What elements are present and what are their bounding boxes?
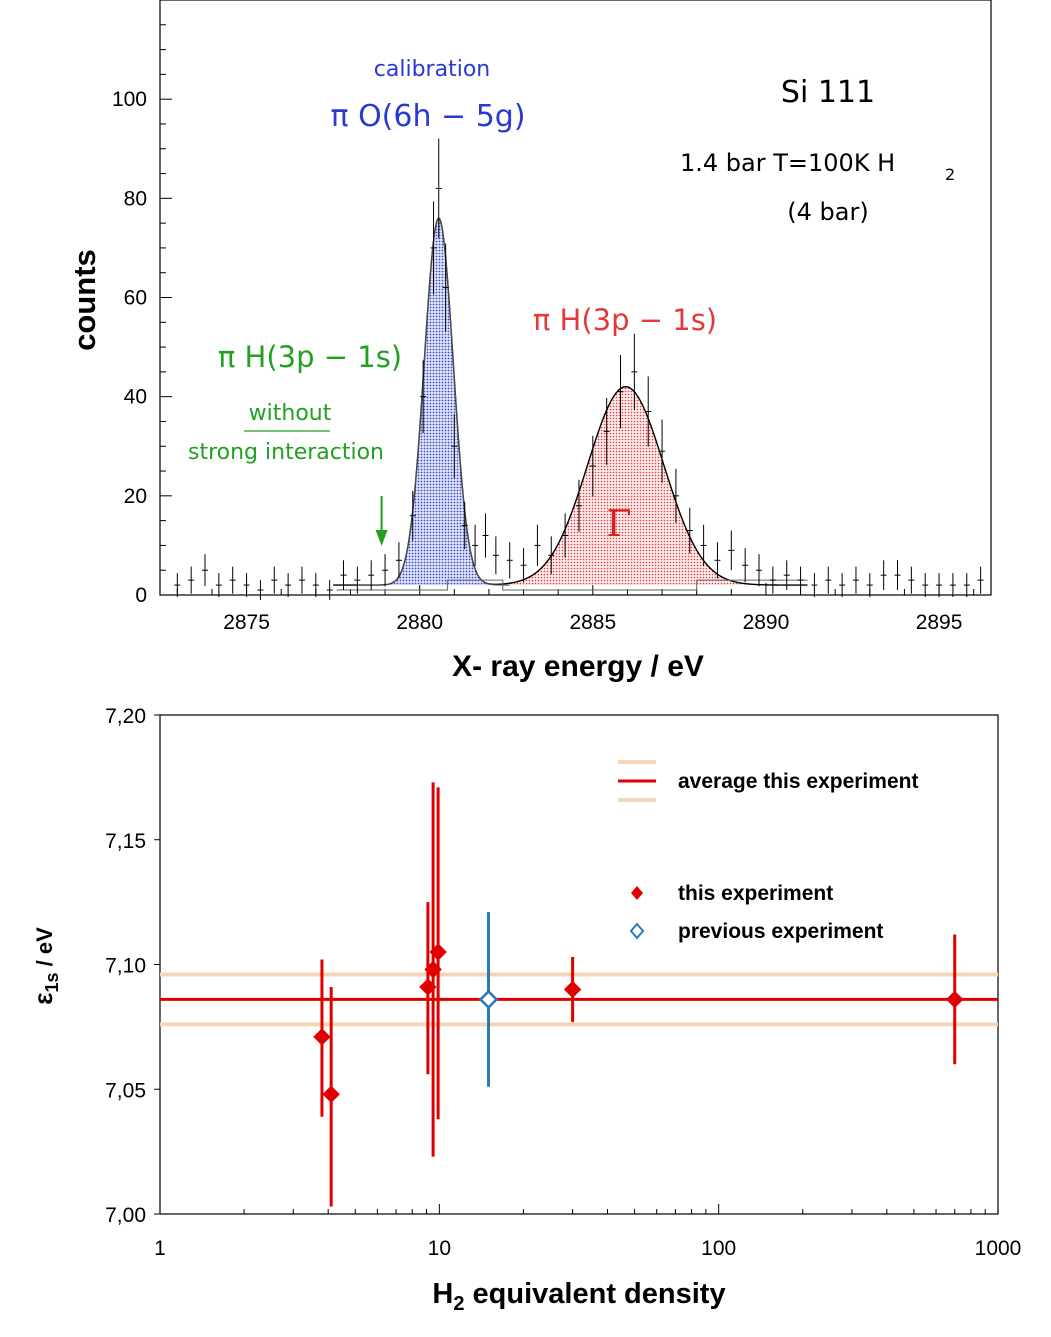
pih-peak-fill (465, 386, 786, 586)
bottom-y-tick-label: 7,20 (105, 705, 146, 728)
top-y-tick-label: 100 (112, 88, 147, 111)
legend-previous-marker (629, 922, 645, 940)
average-lines (160, 972, 998, 1027)
top-data-points (174, 138, 984, 600)
bottom-x-tick-label: 1 (154, 1237, 166, 1260)
top-y-tick-label: 80 (124, 187, 147, 210)
top-y-tick-label: 20 (124, 485, 147, 508)
top-x-tick-label: 2895 (916, 611, 963, 634)
bottom-data-points (313, 782, 964, 1207)
top-x-axis-title: X- ray energy / eV (452, 650, 704, 683)
this-experiment-point (946, 990, 964, 1009)
this-experiment-point (563, 980, 582, 999)
legend: average this experiment this experiment … (618, 760, 918, 943)
top-y-tick-label: 0 (135, 584, 147, 607)
legend-previous-label: previous experiment (678, 920, 883, 943)
legend-average-label: average this experiment (678, 770, 918, 793)
top-x-tick-label: 2890 (743, 611, 790, 634)
crystal-label: Si 111 (781, 75, 875, 110)
bottom-x-axis-title: H2 equivalent density (432, 1278, 725, 1315)
this-experiment-point (322, 1085, 340, 1103)
bottom-y-tick-label: 7,00 (105, 1204, 146, 1227)
calibration-line-label: π O(6h − 5g) (330, 99, 525, 134)
bottom-y-tick-label: 7,10 (105, 955, 146, 978)
this-experiment-point (429, 943, 447, 961)
top-x-tick-label: 2885 (569, 611, 616, 634)
top-y-axis-title: counts (67, 249, 102, 351)
pih-red-label: π H(3p − 1s) (533, 303, 717, 337)
bottom-x-tick-label: 10 (428, 1237, 451, 1260)
conditions-label: 1.4 bar T=100K H (680, 149, 895, 177)
bottom-axis-ticks: 1 10 100 1000 7,00 7,05 7,10 7,15 7,20 (105, 705, 1021, 1260)
top-axis-ticks: 2875 2880 2885 2890 2895 0 20 40 60 80 100 (112, 0, 975, 634)
previous-experiment-point (478, 989, 499, 1010)
without-label: without (249, 401, 332, 426)
response-step-line (336, 579, 808, 591)
bottom-y-axis-title: ε1s / eV (28, 927, 62, 1005)
arrow-head (375, 530, 388, 546)
strong-interaction-label: strong interaction (188, 440, 384, 465)
top-x-tick-label: 2880 (396, 611, 443, 634)
gamma-label: Γ (607, 504, 632, 545)
top-y-tick-label: 40 (124, 386, 147, 409)
bottom-y-tick-label: 7,05 (105, 1079, 146, 1102)
calibration-label: calibration (374, 57, 490, 82)
equivalent-pressure-label: (4 bar) (787, 198, 868, 226)
legend-this-marker (631, 886, 643, 900)
top-y-tick-label: 60 (124, 287, 147, 310)
bottom-y-tick-label: 7,15 (105, 830, 146, 853)
pih-green-label: π H(3p − 1s) (218, 340, 402, 374)
legend-this-label: this experiment (678, 882, 833, 905)
calibration-peak-fill (377, 218, 500, 586)
bottom-x-tick-label: 1000 (975, 1237, 1022, 1260)
arrow-icon (375, 496, 388, 546)
this-experiment-point (313, 1028, 331, 1046)
top-x-tick-label: 2875 (223, 611, 270, 634)
top-peak-fills (377, 218, 786, 586)
conditions-subscript: 2 (945, 165, 955, 184)
bottom-x-tick-label: 100 (701, 1237, 736, 1260)
